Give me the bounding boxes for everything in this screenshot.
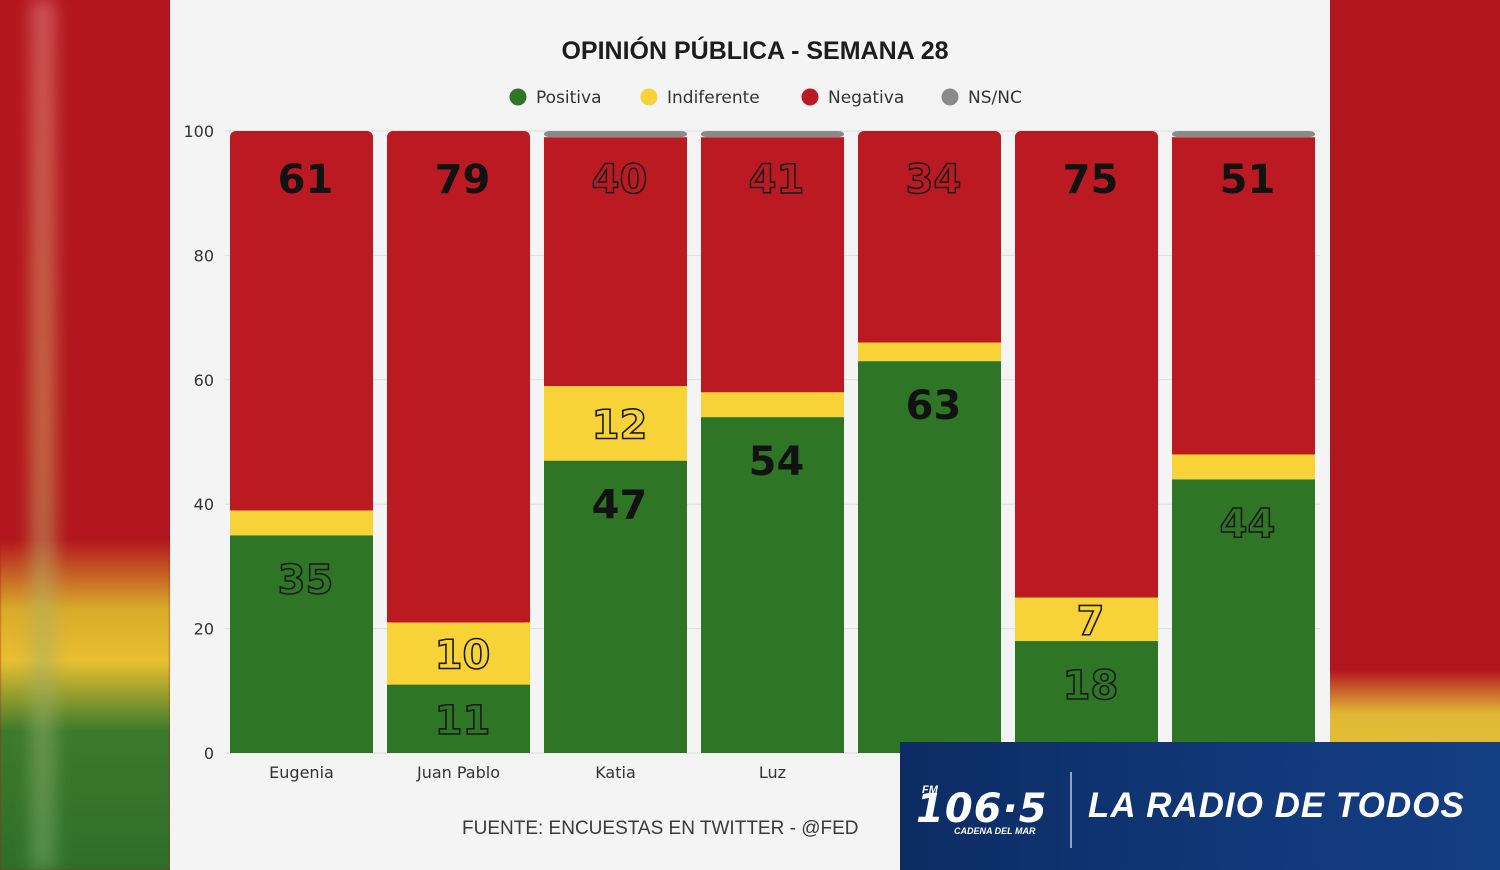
- legend-label-3: NS/NC: [968, 88, 1022, 108]
- bar-segment-0-0: [230, 535, 373, 753]
- background-right-blur: [1330, 0, 1500, 870]
- legend-label-2: Negativa: [828, 88, 904, 108]
- bar-segment-1-0: [387, 684, 530, 753]
- bar-segment-6-2: [1172, 137, 1315, 455]
- data-label-negative-5: 75: [1063, 157, 1119, 203]
- chart-title: OPINIÓN PÚBLICA - SEMANA 28: [561, 35, 948, 65]
- bar-segment-3-0: [701, 417, 844, 753]
- data-label-negative-1: 79: [435, 157, 491, 203]
- data-label-positive-0: 35: [278, 557, 334, 603]
- y-tick-label-5: 100: [183, 122, 214, 141]
- station-name: CADENA DEL MAR: [954, 826, 1036, 836]
- data-label-positive-4: 63: [906, 383, 962, 429]
- bar-segment-0-1: [230, 510, 373, 536]
- fm-label: FM: [922, 784, 938, 796]
- bar-segment-2-0: [544, 460, 687, 753]
- y-tick-label-1: 20: [194, 620, 214, 639]
- x-tick-label-3: Luz: [759, 763, 786, 782]
- background-left-blur: [0, 0, 170, 870]
- bar-segment-5-1: [1015, 597, 1158, 642]
- bar-segment-6-3: [1172, 131, 1315, 138]
- data-label-negative-6: 51: [1220, 157, 1276, 203]
- legend-marker-2: [801, 88, 819, 106]
- legend-label-0: Positiva: [536, 88, 602, 108]
- station-slogan: LA RADIO DE TODOS: [1088, 786, 1465, 825]
- data-label-indifferent-1: 10: [435, 632, 491, 678]
- bar-segment-4-1: [858, 342, 1001, 362]
- bar-segment-5-0: [1015, 641, 1158, 753]
- data-label-positive-6: 44: [1220, 501, 1276, 547]
- legend-label-1: Indiferente: [667, 88, 760, 108]
- bar-segment-3-2: [701, 137, 844, 393]
- data-label-positive-2: 47: [592, 483, 648, 529]
- data-label-positive-3: 54: [749, 439, 805, 485]
- data-label-negative-2: 40: [592, 157, 648, 203]
- data-label-negative-4: 34: [906, 157, 962, 203]
- bar-segment-2-3: [544, 131, 687, 138]
- station-frequency: 106·5: [916, 786, 1048, 832]
- bar-segment-3-3: [701, 131, 844, 138]
- source-note: FUENTE: ENCUESTAS EN TWITTER - @FED: [462, 818, 859, 839]
- bar-segment-6-1: [1172, 454, 1315, 480]
- data-label-positive-1: 11: [435, 698, 491, 744]
- bar-segment-1-1: [387, 622, 530, 685]
- y-tick-label-0: 0: [204, 744, 214, 763]
- stacked-bar-chart: OPINIÓN PÚBLICA - SEMANA 28 Positiva Indi…: [183, 35, 1320, 839]
- x-tick-label-2: Katia: [595, 763, 636, 782]
- y-tick-label-3: 60: [194, 371, 214, 390]
- y-tick-label-2: 40: [194, 495, 214, 514]
- y-tick-label-4: 80: [194, 246, 214, 265]
- bar-segment-3-1: [701, 392, 844, 418]
- bar-segment-6-0: [1172, 479, 1315, 753]
- data-label-positive-5: 18: [1063, 663, 1119, 709]
- banner-divider: [1070, 772, 1072, 848]
- legend-marker-3: [941, 88, 959, 106]
- chart-card: OPINIÓN PÚBLICA - SEMANA 28 Positiva Indi…: [170, 0, 1330, 870]
- data-label-negative-0: 61: [278, 157, 334, 203]
- y-axis: 0 20 40 60 80 100: [183, 122, 214, 763]
- bars: 35 61 11 10 79 47 12 40 54 41 63 34 18 7 75 44 51: [230, 131, 1315, 753]
- legend-marker-1: [640, 88, 658, 106]
- legend: Positiva Indiferente Negativa NS/NC: [509, 88, 1022, 108]
- radio-station-banner: FM 106·5 CADENA DEL MAR LA RADIO DE TODO…: [900, 742, 1500, 870]
- x-axis: Eugenia Juan Pablo Katia Luz: [269, 763, 786, 782]
- x-tick-label-1: Juan Pablo: [416, 763, 500, 782]
- bar-segment-4-0: [858, 361, 1001, 753]
- x-tick-label-0: Eugenia: [269, 763, 334, 782]
- bar-segment-2-1: [544, 386, 687, 461]
- bar-segment-fill-1-2: [387, 137, 530, 623]
- bar-segment-2-2: [544, 137, 687, 387]
- data-label-indifferent-5: 7: [1077, 598, 1105, 644]
- bar-segment-fill-0-2: [230, 137, 373, 511]
- bar-segment-fill-4-2: [858, 137, 1001, 343]
- bar-segment-fill-5-2: [1015, 137, 1158, 598]
- data-label-negative-3: 41: [749, 157, 805, 203]
- legend-marker-0: [509, 88, 527, 106]
- data-label-indifferent-2: 12: [592, 402, 648, 448]
